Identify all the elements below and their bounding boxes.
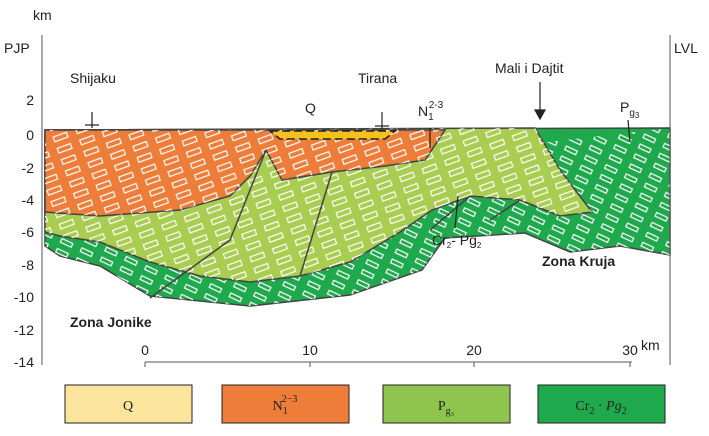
fault [149, 149, 521, 299]
legend-swatch [382, 384, 511, 424]
text-part: P [620, 99, 629, 115]
left-label: PJP [4, 40, 30, 56]
legend-label: N12−3 [273, 394, 298, 417]
text-part: 2 [622, 406, 627, 417]
text-part: g [629, 108, 635, 119]
distance-tick-label: 10 [302, 342, 318, 358]
arrow-head [533, 109, 547, 121]
text-part: g₃ [446, 406, 455, 417]
zone-label: Zona Kruja [542, 253, 615, 269]
section [44, 127, 671, 307]
place-label: Shijaku [70, 70, 116, 86]
pointer [454, 195, 459, 229]
legend-swatch [221, 384, 350, 424]
text-part: 2 [477, 241, 482, 250]
depth-unit: km [33, 7, 52, 23]
legend-label: Pg₃ [438, 399, 454, 417]
depth-tick-label: -8 [22, 257, 35, 273]
text-part: - [451, 232, 460, 248]
legend-label: Q [123, 399, 133, 414]
distance-unit: km [641, 337, 660, 353]
legend-label: Cr2 · Pg2 [575, 399, 626, 417]
text-part: 2-3 [429, 100, 444, 111]
legend-swatch [64, 384, 193, 424]
distance-tick-label: 20 [466, 342, 482, 358]
legend-swatch [537, 384, 666, 424]
zone-label: Zona Jonike [70, 314, 152, 330]
pointer [627, 119, 631, 143]
text-part: 2 [589, 406, 594, 417]
right-label: LVL [674, 40, 698, 56]
text-part: 3 [635, 111, 640, 120]
text-part: P [438, 399, 446, 414]
text-part: 1 [283, 406, 288, 417]
depth-tick-label: -14 [14, 354, 34, 370]
text-part: N [273, 399, 283, 414]
text-part: Cr [575, 399, 589, 414]
depth-tick-label: -2 [22, 160, 35, 176]
depth-tick-label: 0 [26, 127, 34, 143]
place-label: Tirana [358, 70, 397, 86]
distance-tick-label: 30 [622, 342, 638, 358]
depth-axis [41, 35, 671, 365]
q-layer [267, 130, 398, 140]
text-part: 2 [447, 241, 452, 250]
depth-tick-label: -10 [14, 289, 34, 305]
section-label: Q [305, 100, 316, 116]
text-part: 2−3 [282, 394, 298, 405]
place-label: Mali i Dajtit [495, 60, 564, 76]
distance-tick-label: 0 [141, 342, 149, 358]
text-part: Pg [605, 399, 622, 414]
section-label: Pg3 [620, 99, 640, 120]
text-part: Q [123, 399, 133, 414]
text-part: · [594, 399, 606, 414]
depth-tick-label: -6 [22, 224, 35, 240]
text-part: Pg [460, 232, 477, 248]
depth-tick-label: -4 [22, 192, 35, 208]
text-part: N [418, 103, 428, 119]
n-texture [45, 130, 445, 216]
text-part: Cr [432, 232, 447, 248]
depth-tick-label: 2 [26, 92, 34, 108]
annotations [85, 82, 631, 229]
section-label: N12-3 [418, 100, 444, 123]
depth-tick-label: -12 [14, 322, 34, 338]
section-label: Cr2- Pg2 [432, 232, 482, 250]
text-part: 1 [428, 112, 434, 123]
